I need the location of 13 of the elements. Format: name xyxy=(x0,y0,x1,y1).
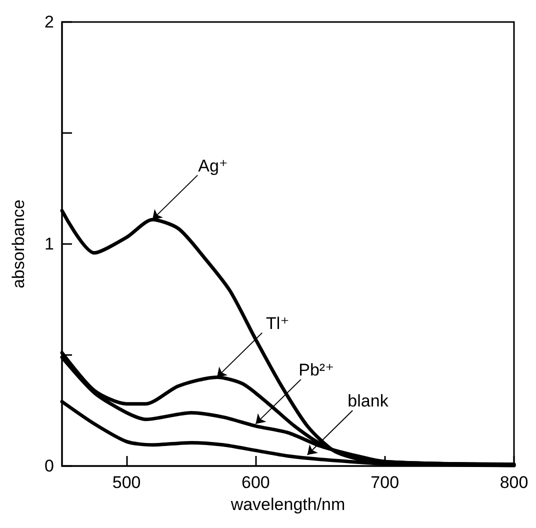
y-tick-label: 2 xyxy=(44,12,54,32)
y-axis-title: absorbance xyxy=(9,200,28,288)
y-tick-label: 1 xyxy=(44,234,54,254)
x-tick-label: 700 xyxy=(370,473,400,492)
annotation: Pb²⁺ xyxy=(298,360,334,380)
y-tick-label: 0 xyxy=(44,456,54,476)
x-tick-label: 800 xyxy=(500,473,528,492)
annotation: blank xyxy=(348,392,389,411)
annotation: Tl⁺ xyxy=(266,314,290,333)
x-tick-label: 500 xyxy=(112,473,141,492)
x-axis-title: wavelength/nm xyxy=(230,495,346,514)
x-tick-label: 600 xyxy=(242,473,270,492)
annotation: Ag⁺ xyxy=(198,156,228,176)
